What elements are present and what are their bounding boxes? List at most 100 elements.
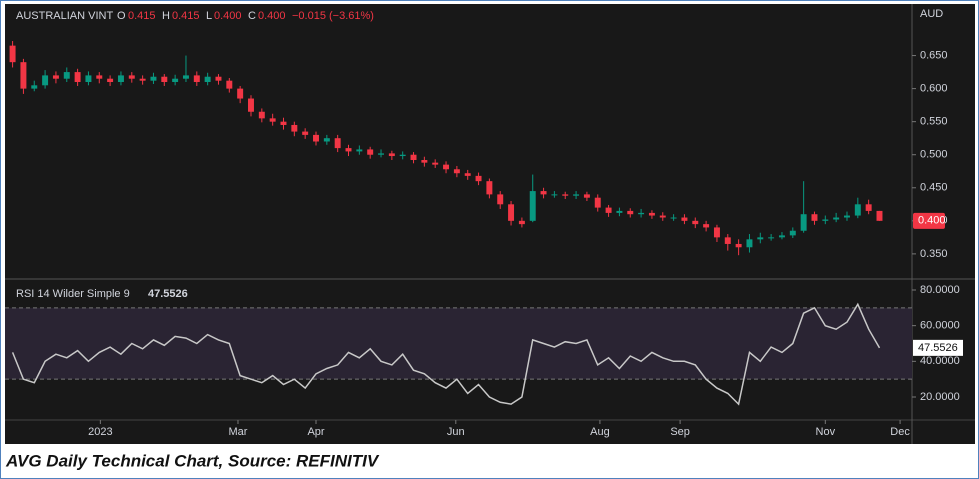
candle-body [399,154,406,157]
candle-body [551,194,558,196]
candle-body [172,78,179,83]
candle-body [616,210,623,213]
x-tick-label: 2023 [88,426,112,438]
candle-body [627,210,634,215]
candle-body [800,214,807,231]
candle-body [204,76,211,83]
y-tick-label: 0.650 [920,49,948,61]
candle-body [269,118,276,122]
candle-body [31,85,38,89]
candle-body [518,220,525,225]
candle-body [768,237,775,239]
y-tick-label: 0.450 [920,182,948,194]
candle-body [280,121,287,125]
ohlc-value: 0.400 [258,10,286,22]
candle-body [713,227,720,238]
y-tick-label: 60.0000 [920,320,960,332]
candle-body [410,154,417,161]
candle-body [453,169,460,174]
candle-body [9,45,16,63]
candle-body [345,148,352,152]
candle-body [237,88,244,99]
candle-body [248,98,254,112]
candle-body [573,194,580,196]
indicator-value: 47.5526 [148,288,188,300]
candle-body [291,124,298,132]
candle-body [692,220,699,225]
candle-body [757,237,764,240]
candle-body [443,164,450,170]
candle-body [724,237,731,244]
candle-body [226,80,233,89]
x-tick-label: Jun [447,426,465,438]
candle-body [182,75,189,79]
candle-body [85,75,92,83]
candle-body [464,173,471,176]
candle-body [258,111,265,119]
candle-body [508,204,515,221]
candle-body [42,75,49,86]
plot: 0.3500.4000.4500.5000.5500.6000.6500.400… [5,41,963,438]
candle-body [74,72,81,83]
candle-body [432,162,439,165]
band [5,307,912,380]
candle-body [486,181,493,195]
candle-body [865,204,872,211]
candle-body [313,134,319,142]
value-tag-label: 47.5526 [918,342,958,354]
x-tick-label: Nov [816,426,836,438]
caption: AVG Daily Technical Chart, Source: REFIN… [5,451,380,470]
x-tick-label: Sep [670,426,690,438]
ohlc-label: H [162,10,170,22]
candle-body [421,160,428,163]
candle-body [822,219,829,221]
candle-body [659,215,666,218]
ohlc-value: 0.415 [172,10,200,22]
y-tick-label: 80.0000 [920,284,960,296]
candle-body [388,153,395,157]
candle-body [128,75,135,79]
candle-body [833,217,840,220]
candle-body [638,212,645,215]
rsi-line [11,302,881,406]
candle-body [703,224,710,228]
ohlc-label: L [206,10,212,22]
candle-body [594,197,601,208]
candle-body [648,212,655,216]
ohlc-label: O [117,10,126,22]
change: −0.015 (−3.61%) [292,10,374,22]
candle-body [681,217,688,221]
currency: AUD [920,8,943,20]
y-tick-label: 20.0000 [920,391,960,403]
x-tick-label: Mar [229,426,248,438]
candle-body [529,191,536,221]
candle-body [562,194,569,196]
ohlc-label: C [248,10,256,22]
candle-body [334,138,341,149]
candle-body [193,75,200,83]
candle-body [20,62,27,89]
candle-body [52,75,59,79]
price-tag-label: 0.400 [918,215,946,227]
candle-body [96,75,103,79]
candle-body [63,72,70,79]
candle-body [844,215,850,218]
candle-body [139,78,146,81]
candle-body [378,153,385,155]
candle-body [735,243,742,248]
candle-body [356,149,363,152]
candle-body [497,194,504,205]
value-tag [913,339,963,356]
x-tick-label: Aug [590,426,610,438]
x-tick-label: Dec [890,426,910,438]
candle-body [540,191,547,195]
candle-body [670,217,677,219]
indicator-title: RSI 14 Wilder Simple 9 [16,288,130,300]
candle-body [107,78,114,83]
ohlc-value: 0.400 [214,10,242,22]
candle-body [302,131,309,135]
candle-body [811,214,818,221]
price-tag [913,212,945,229]
